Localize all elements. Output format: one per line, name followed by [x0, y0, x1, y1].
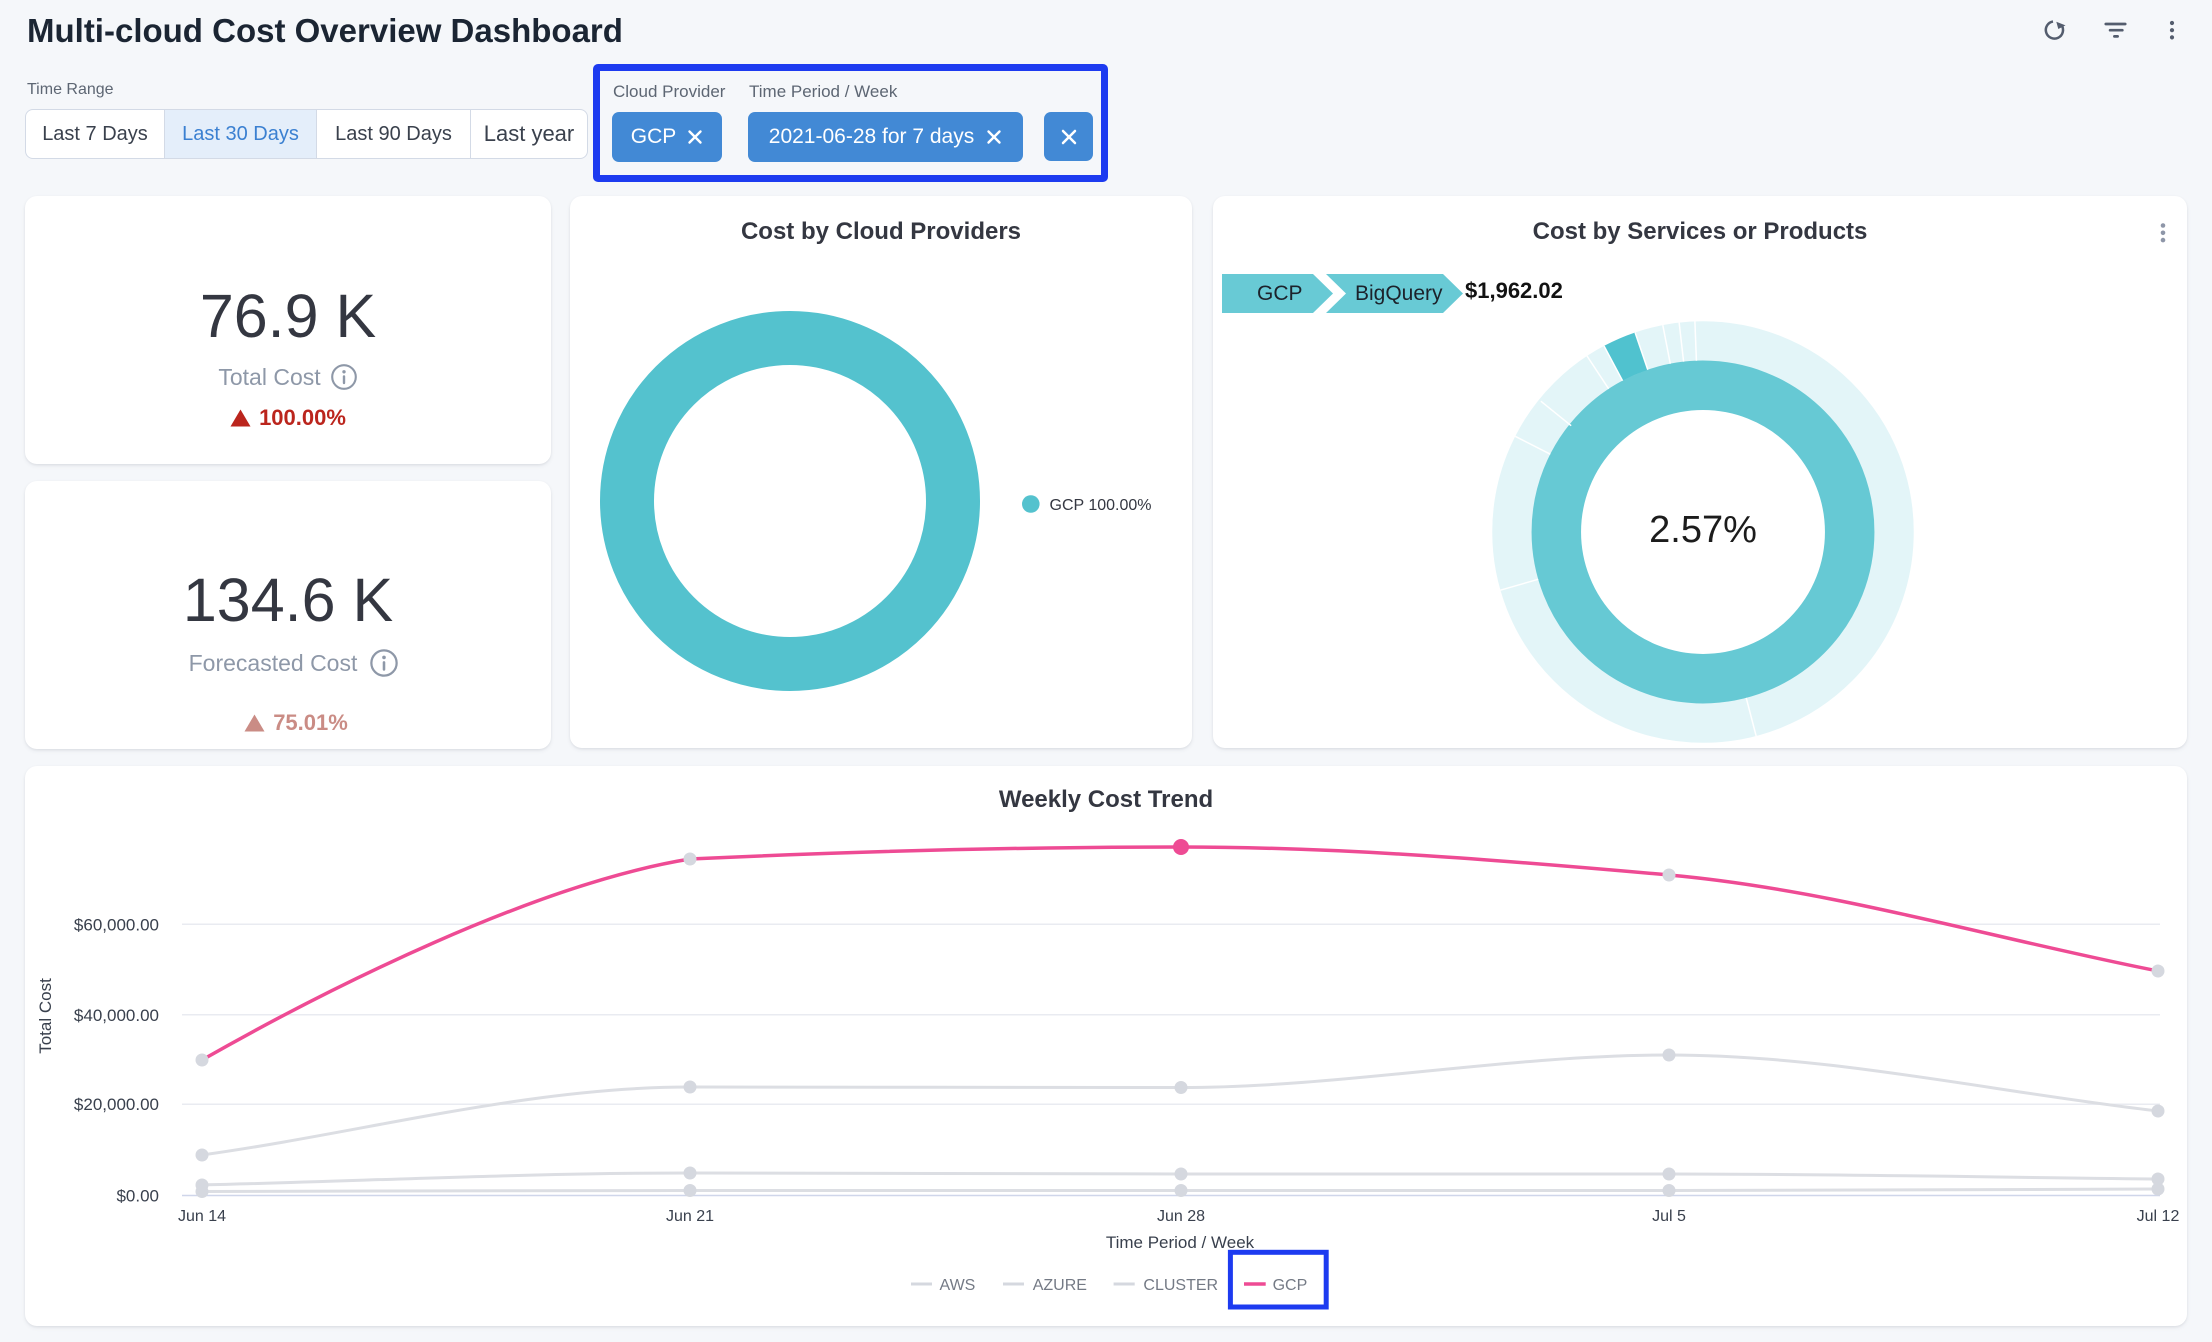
- svg-text:Jun 14: Jun 14: [178, 1208, 226, 1225]
- svg-text:GCP 100.00%: GCP 100.00%: [1050, 497, 1152, 514]
- svg-text:Jun 21: Jun 21: [666, 1208, 714, 1225]
- svg-text:$20,000.00: $20,000.00: [74, 1095, 159, 1114]
- svg-text:Time Period / Week: Time Period / Week: [1106, 1233, 1255, 1252]
- svg-text:$60,000.00: $60,000.00: [74, 915, 159, 934]
- svg-text:Jul 5: Jul 5: [1652, 1208, 1686, 1225]
- svg-text:Total Cost: Total Cost: [36, 978, 55, 1054]
- svg-text:AZURE: AZURE: [1033, 1277, 1087, 1294]
- svg-text:Jul 12: Jul 12: [2137, 1208, 2180, 1225]
- svg-text:CLUSTER: CLUSTER: [1143, 1277, 1218, 1294]
- svg-text:AWS: AWS: [940, 1277, 976, 1294]
- svg-text:GCP: GCP: [1273, 1277, 1308, 1294]
- svg-text:$40,000.00: $40,000.00: [74, 1006, 159, 1025]
- svg-text:Jun 28: Jun 28: [1157, 1208, 1205, 1225]
- svg-text:$0.00: $0.00: [116, 1187, 159, 1206]
